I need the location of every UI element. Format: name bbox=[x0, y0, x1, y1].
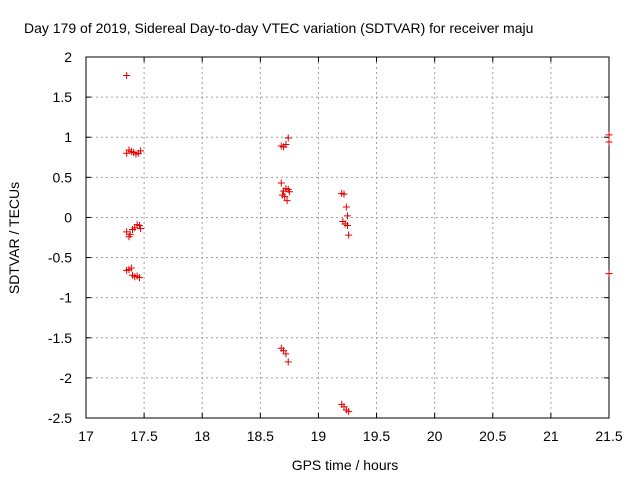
plot-frame bbox=[85, 56, 610, 419]
x-tick-label: 21.5 bbox=[595, 428, 622, 444]
x-tick-label: 18.5 bbox=[247, 428, 274, 444]
y-axis-label: SDTVAR / TECUs bbox=[6, 182, 22, 294]
data-point bbox=[277, 179, 285, 187]
data-point bbox=[285, 188, 293, 196]
data-point bbox=[344, 212, 351, 220]
data-point bbox=[605, 138, 613, 146]
y-tick-label: -0.5 bbox=[48, 250, 72, 266]
data-point bbox=[281, 193, 289, 201]
data-point bbox=[123, 71, 131, 79]
x-tick-label: 18 bbox=[194, 428, 210, 444]
data-point bbox=[605, 270, 613, 278]
y-tick-label: 0 bbox=[64, 209, 72, 225]
x-tick-label: 19.5 bbox=[363, 428, 390, 444]
y-tick-label: 1.5 bbox=[53, 89, 73, 105]
x-tick-label: 19 bbox=[311, 428, 327, 444]
data-point bbox=[137, 147, 145, 155]
data-point bbox=[605, 131, 613, 139]
x-tick-labels: 17 17.5 18 18.5 19 19.5 20 20.5 21 21.5 bbox=[78, 428, 623, 444]
data-point bbox=[135, 274, 143, 282]
data-point bbox=[126, 230, 134, 238]
data-point bbox=[282, 140, 290, 148]
x-tick-label: 17.5 bbox=[130, 428, 157, 444]
y-tick-label: 1 bbox=[64, 129, 72, 145]
axis-ticks bbox=[85, 56, 610, 419]
x-axis-label: GPS time / hours bbox=[292, 457, 399, 473]
data-point bbox=[284, 358, 292, 366]
x-tick-label: 20.5 bbox=[479, 428, 506, 444]
data-point bbox=[283, 197, 291, 205]
y-tick-label: -1.5 bbox=[48, 330, 72, 346]
data-point bbox=[284, 134, 292, 142]
data-point bbox=[340, 190, 348, 198]
data-point bbox=[127, 264, 135, 272]
x-tick-label: 21 bbox=[543, 428, 559, 444]
data-point bbox=[282, 350, 290, 358]
y-tick-label: 2 bbox=[64, 49, 72, 65]
y-tick-label: -1 bbox=[60, 290, 73, 306]
y-tick-label: -2 bbox=[60, 370, 73, 386]
data-points bbox=[123, 71, 613, 416]
data-point bbox=[345, 231, 353, 239]
data-point bbox=[135, 221, 143, 229]
data-point bbox=[345, 408, 353, 416]
y-tick-labels: -2.5 -2 -1.5 -1 -0.5 0 0.5 1 1.5 2 bbox=[48, 49, 72, 426]
y-tick-label: 0.5 bbox=[53, 169, 73, 185]
y-tick-label: -2.5 bbox=[48, 410, 72, 426]
data-point bbox=[344, 221, 351, 229]
data-point bbox=[137, 225, 145, 233]
grid-lines bbox=[86, 57, 609, 418]
data-point bbox=[342, 203, 350, 211]
x-tick-label: 20 bbox=[427, 428, 443, 444]
chart-title: Day 179 of 2019, Sidereal Day-to-day VTE… bbox=[24, 20, 533, 36]
x-tick-label: 17 bbox=[78, 428, 94, 444]
